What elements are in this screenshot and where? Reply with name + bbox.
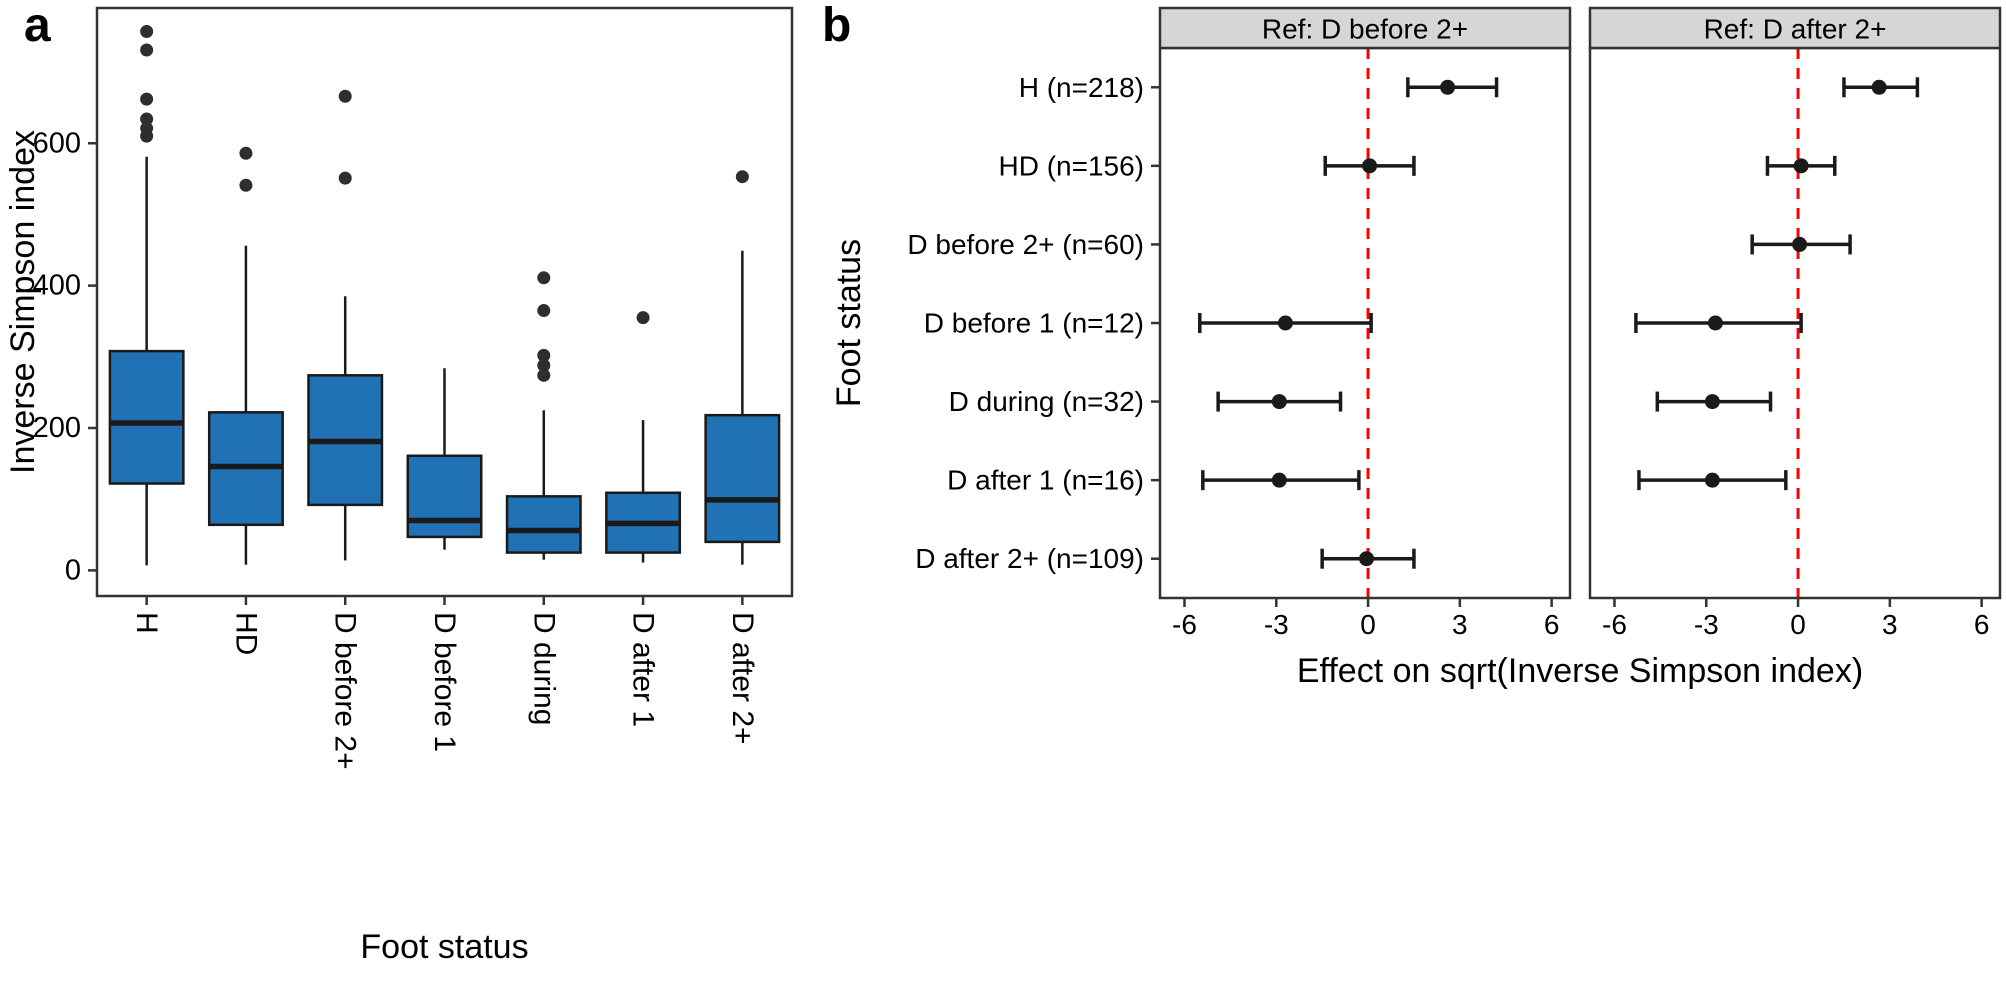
x-tick-label: -3 <box>1264 609 1289 640</box>
x-tick-label: 6 <box>1974 609 1990 640</box>
estimate-d-before-1-n-12- <box>1634 313 1803 333</box>
outlier-point <box>140 92 154 106</box>
estimate-d-before-1-n-12- <box>1198 313 1373 333</box>
outlier-point <box>239 178 253 192</box>
y-tick-label: 600 <box>33 127 81 159</box>
row-label: D before 1 (n=12) <box>924 308 1144 339</box>
estimate-point <box>1271 394 1287 410</box>
box-hd <box>207 146 284 565</box>
box-h <box>108 24 185 566</box>
y-axis-title: Foot status <box>830 239 868 407</box>
x-tick-label: D after 2+ <box>726 612 759 745</box>
facet-strip-label: Ref: D after 2+ <box>1704 14 1887 45</box>
outlier-point <box>735 170 749 184</box>
iqr-box <box>108 349 185 485</box>
plot-panel-border <box>95 6 794 598</box>
estimate-point <box>1362 158 1378 174</box>
estimate-point <box>1440 79 1456 95</box>
estimate-point <box>1704 394 1720 410</box>
box-d-before-1 <box>406 368 483 550</box>
panel-a-boxplot: a 0 200 400 600 H HD D before 2+ D before 1 D du… <box>0 0 816 991</box>
row-label: HD (n=156) <box>998 150 1144 181</box>
x-tick-label: HD <box>229 612 262 655</box>
x-tick-label: D during <box>527 612 560 725</box>
estimate-point <box>1792 236 1808 252</box>
x-axis-title: Effect on sqrt(Inverse Simpson index) <box>1297 652 1863 690</box>
outlier-point <box>537 304 551 318</box>
panel-b-label: b <box>822 0 852 52</box>
box-d-after-1 <box>605 311 682 563</box>
facet-ref-d-after-2+: -6 -3 0 3 6 Ref: D after 2+ <box>1588 6 2002 640</box>
row-label: D after 2+ (n=109) <box>915 543 1144 574</box>
estimate-point <box>1793 158 1809 174</box>
outlier-point <box>140 43 154 57</box>
y-axis-title: Inverse Simpson index <box>4 130 42 474</box>
box-d-after-2+ <box>704 170 781 565</box>
estimate-d-after-2+-n-109- <box>1320 548 1416 569</box>
estimate-d-before-2+-n-60- <box>1750 234 1852 255</box>
outlier-point <box>537 358 551 372</box>
outlier-point <box>140 121 154 135</box>
iqr-box <box>505 495 582 554</box>
estimate-hd-n-156- <box>1765 155 1837 176</box>
estimate-point <box>1871 79 1887 95</box>
row-label: D after 1 (n=16) <box>947 465 1144 496</box>
estimate-point <box>1277 315 1293 331</box>
estimate-point <box>1271 472 1287 488</box>
facet-strip <box>1588 6 2002 50</box>
x-tick-label: D before 2+ <box>329 612 362 770</box>
estimate-d-after-1-n-16- <box>1637 470 1788 491</box>
estimate-h-n-218- <box>1406 77 1499 98</box>
panel-b-forest: b H (n=218) HD (n=156) D before 2+ (n=60) D… <box>816 0 2006 991</box>
estimate-point <box>1704 472 1720 488</box>
x-tick-label: -3 <box>1694 609 1719 640</box>
forest-plot-chart: H (n=218) HD (n=156) D before 2+ (n=60) D b… <box>830 6 2002 690</box>
x-tick-label: H <box>130 612 163 634</box>
estimate-point <box>1359 551 1375 567</box>
panel-a-label: a <box>24 0 51 52</box>
x-tick-label: D before 1 <box>428 612 461 752</box>
x-tick-label: 6 <box>1544 609 1560 640</box>
estimate-point <box>1707 315 1723 331</box>
x-tick-label: 0 <box>1790 609 1806 640</box>
estimate-d-after-1-n-16- <box>1201 470 1361 491</box>
outlier-point <box>537 368 551 382</box>
box-d-before-2+ <box>307 89 384 561</box>
row-label: D before 2+ (n=60) <box>907 229 1144 260</box>
outlier-point <box>239 146 253 160</box>
outlier-point <box>537 348 551 362</box>
estimate-hd-n-156- <box>1323 155 1416 176</box>
iqr-box <box>406 454 483 539</box>
facet-ref-d-before-2+: -6 -3 0 3 6 Ref: D before 2+ <box>1158 6 1572 640</box>
x-tick-label: 3 <box>1882 609 1898 640</box>
estimate-d-during-n-32- <box>1655 391 1773 412</box>
box-d-during <box>505 271 582 560</box>
estimate-d-during-n-32- <box>1216 391 1343 412</box>
x-tick-label: -6 <box>1602 609 1627 640</box>
row-label: D during (n=32) <box>949 386 1144 417</box>
outlier-point <box>140 24 154 38</box>
x-tick-label: -6 <box>1172 609 1197 640</box>
outlier-point <box>636 311 650 325</box>
x-tick-label: D after 1 <box>627 612 660 727</box>
estimate-h-n-218- <box>1842 77 1920 98</box>
y-tick-label: 400 <box>33 270 81 302</box>
outlier-point <box>537 271 551 285</box>
y-tick-label: 200 <box>33 412 81 444</box>
x-axis-title: Foot status <box>360 928 528 966</box>
outlier-point <box>338 89 352 103</box>
x-tick-label: 0 <box>1360 609 1376 640</box>
facet-strip-label: Ref: D before 2+ <box>1262 14 1468 45</box>
y-tick-label: 0 <box>65 554 81 586</box>
row-label: H (n=218) <box>1019 72 1144 103</box>
iqr-box <box>704 413 781 544</box>
outlier-point <box>338 171 352 185</box>
outlier-point <box>140 112 154 126</box>
boxplot-chart: 0 200 400 600 H HD D before 2+ D before 1 D duri… <box>4 6 794 966</box>
x-tick-label: 3 <box>1452 609 1468 640</box>
facet-strip <box>1158 6 1572 50</box>
